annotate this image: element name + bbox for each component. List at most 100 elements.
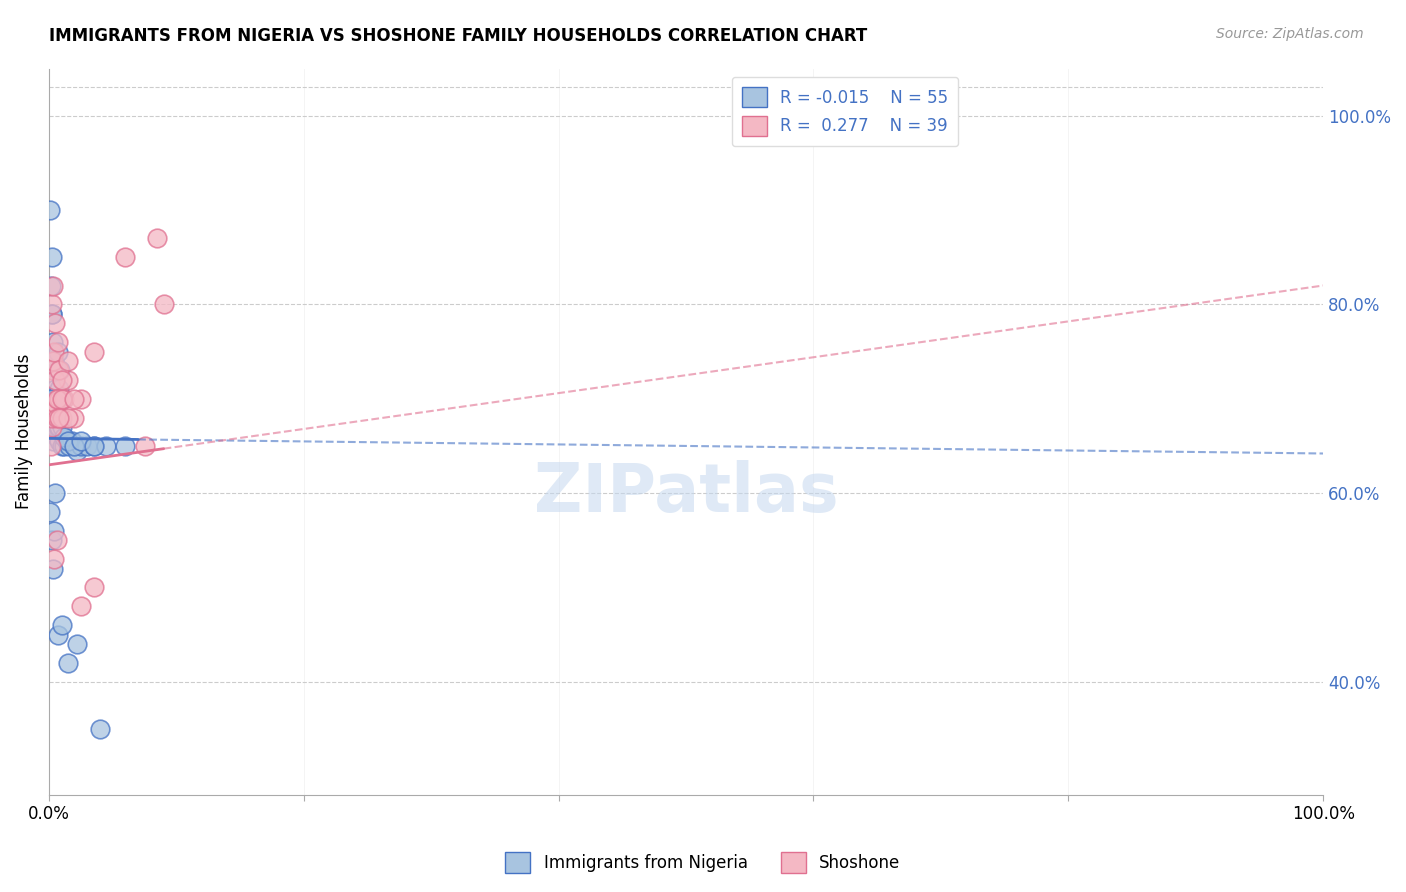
Point — [44, 486, 66, 500]
Point — [42, 552, 65, 566]
Point — [69, 439, 91, 453]
Point — [56, 656, 79, 670]
Point — [41, 420, 63, 434]
Point — [39, 392, 62, 406]
Point — [48, 410, 70, 425]
Point — [48, 420, 70, 434]
Point — [42, 354, 65, 368]
Text: ZIPatlas: ZIPatlas — [534, 460, 838, 526]
Point — [69, 599, 91, 614]
Point — [44, 392, 66, 406]
Point — [69, 392, 91, 406]
Legend: Immigrants from Nigeria, Shoshone: Immigrants from Nigeria, Shoshone — [499, 846, 907, 880]
Point — [56, 354, 79, 368]
Point — [83, 439, 105, 453]
Point — [42, 406, 65, 420]
Point — [44, 420, 66, 434]
Point — [46, 344, 69, 359]
Point — [45, 533, 67, 548]
Point — [42, 434, 65, 449]
Point — [48, 434, 70, 449]
Point — [49, 363, 72, 377]
Point — [44, 316, 66, 330]
Point — [51, 618, 73, 632]
Point — [56, 434, 79, 449]
Point — [66, 637, 89, 651]
Point — [41, 363, 63, 377]
Point — [41, 410, 63, 425]
Point — [42, 335, 65, 350]
Point — [42, 401, 65, 416]
Point — [45, 429, 67, 443]
Point — [83, 581, 105, 595]
Point — [58, 439, 80, 453]
Point — [69, 434, 91, 449]
Point — [42, 410, 65, 425]
Point — [39, 439, 62, 453]
Text: IMMIGRANTS FROM NIGERIA VS SHOSHONE FAMILY HOUSEHOLDS CORRELATION CHART: IMMIGRANTS FROM NIGERIA VS SHOSHONE FAMI… — [49, 27, 868, 45]
Point — [60, 434, 83, 449]
Point — [41, 307, 63, 321]
Point — [39, 202, 62, 217]
Point — [89, 722, 111, 736]
Point — [42, 410, 65, 425]
Point — [46, 627, 69, 641]
Point — [42, 278, 65, 293]
Point — [48, 382, 70, 396]
Point — [83, 439, 105, 453]
Point — [41, 307, 63, 321]
Point — [42, 354, 65, 368]
Point — [63, 439, 86, 453]
Point — [56, 373, 79, 387]
Point — [53, 439, 76, 453]
Point — [39, 505, 62, 519]
Point — [45, 392, 67, 406]
Point — [56, 410, 79, 425]
Point — [83, 344, 105, 359]
Point — [51, 420, 73, 434]
Point — [53, 429, 76, 443]
Point — [44, 396, 66, 410]
Point — [41, 250, 63, 264]
Point — [46, 392, 69, 406]
Point — [63, 392, 86, 406]
Point — [63, 410, 86, 425]
Point — [51, 373, 73, 387]
Point — [41, 297, 63, 311]
Point — [76, 439, 98, 453]
Point — [51, 410, 73, 425]
Point — [51, 392, 73, 406]
Point — [42, 363, 65, 377]
Point — [45, 410, 67, 425]
Point — [114, 250, 136, 264]
Point — [114, 439, 136, 453]
Y-axis label: Family Households: Family Households — [15, 354, 32, 509]
Point — [134, 439, 156, 453]
Point — [46, 420, 69, 434]
Point — [44, 382, 66, 396]
Point — [63, 439, 86, 453]
Point — [39, 278, 62, 293]
Point — [48, 392, 70, 406]
Point — [45, 363, 67, 377]
Point — [46, 335, 69, 350]
Point — [42, 524, 65, 538]
Point — [66, 443, 89, 458]
Point — [42, 561, 65, 575]
Point — [45, 410, 67, 425]
Point — [48, 363, 70, 377]
Point — [42, 344, 65, 359]
Point — [146, 231, 169, 245]
Point — [51, 392, 73, 406]
Point — [41, 533, 63, 548]
Point — [44, 373, 66, 387]
Point — [96, 439, 118, 453]
Legend: R = -0.015    N = 55, R =  0.277    N = 39: R = -0.015 N = 55, R = 0.277 N = 39 — [731, 77, 957, 146]
Point — [39, 401, 62, 416]
Point — [51, 439, 73, 453]
Point — [41, 410, 63, 425]
Text: Source: ZipAtlas.com: Source: ZipAtlas.com — [1216, 27, 1364, 41]
Point — [53, 392, 76, 406]
Point — [56, 434, 79, 449]
Point — [152, 297, 174, 311]
